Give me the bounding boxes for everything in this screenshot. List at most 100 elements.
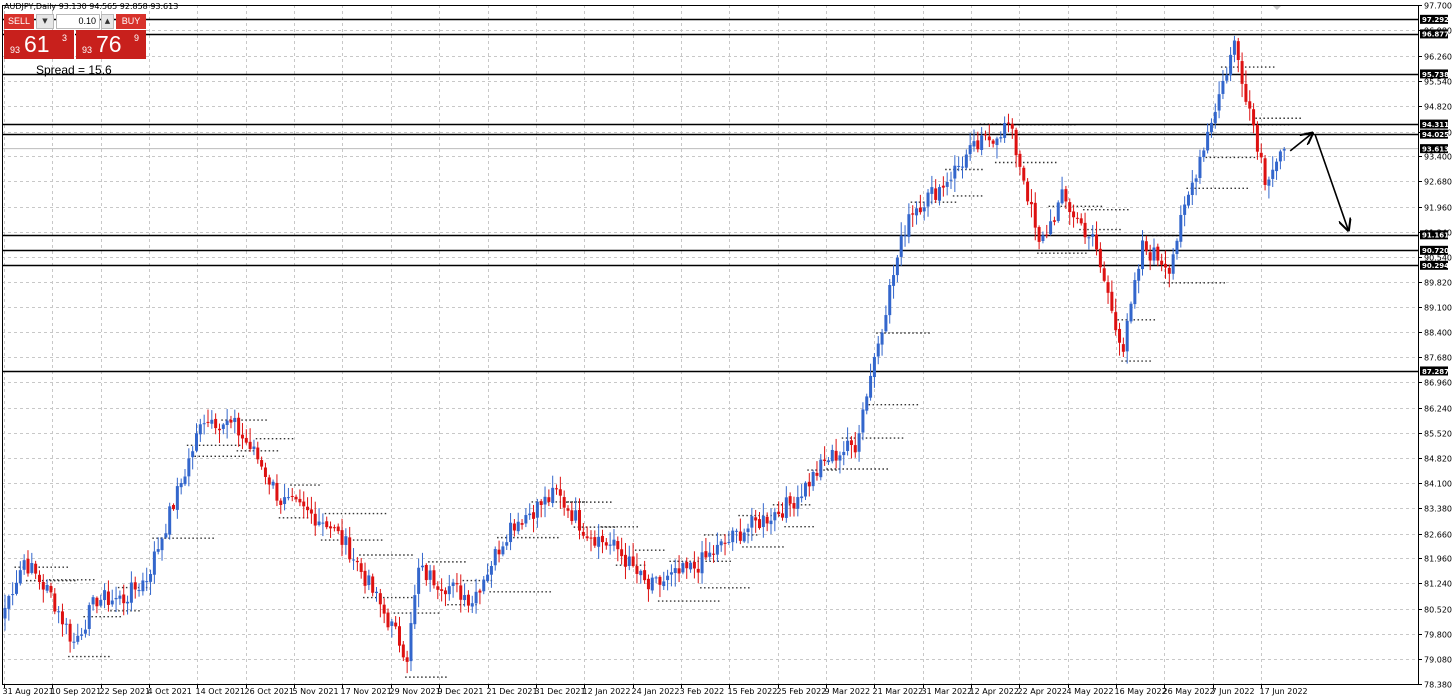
price-tag-label: 94.025: [1422, 131, 1449, 139]
time-tick-label: 17 Jun 2022: [1260, 687, 1308, 696]
candle-bull: [99, 600, 103, 606]
candle-bull: [895, 257, 899, 276]
sell-price-quote[interactable]: 93 61 3: [4, 30, 75, 59]
candle-bear: [1037, 227, 1041, 242]
time-tick-label: 9 Dec 2021: [438, 687, 484, 696]
candle-bear: [555, 488, 559, 490]
candle-bear: [987, 136, 991, 141]
candle-bull: [57, 611, 61, 613]
candle-bull: [72, 641, 76, 643]
candle-bear: [49, 585, 53, 593]
candle-bull: [1275, 161, 1279, 172]
time-tick-label: 12 Apr 2022: [970, 687, 1019, 696]
candle-bull: [735, 530, 739, 532]
candle-bear: [604, 542, 608, 546]
time-tick-label: 21 Mar 2022: [873, 687, 924, 696]
candle-bear: [558, 489, 562, 496]
candle-bull: [930, 187, 934, 194]
time-tick-label: 22 Apr 2022: [1018, 687, 1067, 696]
candle-bear: [401, 644, 405, 658]
candle-bull: [118, 595, 122, 599]
candle-bull: [145, 581, 149, 583]
candle-bear: [237, 417, 241, 436]
candle-bull: [524, 515, 528, 524]
candle-bull: [474, 591, 478, 604]
candle-bull: [168, 506, 172, 535]
candle-bear: [712, 553, 716, 555]
price-tag-label: 97.292: [1422, 16, 1449, 24]
candle-bear: [424, 564, 428, 581]
price-tag-label: 87.287: [1422, 368, 1449, 376]
candle-bear: [635, 566, 639, 574]
candle-bear: [976, 140, 980, 150]
candle-bull: [87, 605, 91, 629]
candle-bear: [918, 207, 922, 213]
candle-bull: [22, 560, 26, 570]
candle-bull: [470, 603, 474, 607]
candle-bull: [915, 208, 919, 216]
candle-bear: [386, 612, 390, 628]
candle-bear: [432, 570, 436, 586]
projection-arrow-up[interactable]: [1289, 133, 1312, 152]
candle-bear: [405, 657, 409, 662]
price-tick-label: 90.540: [1424, 254, 1452, 263]
candle-bear: [1018, 153, 1022, 167]
price-tick-label: 81.960: [1424, 555, 1452, 564]
price-tick-label: 82.660: [1424, 531, 1452, 540]
candle-bull: [83, 629, 87, 634]
projection-arrows[interactable]: [1289, 133, 1348, 230]
candle-bear: [616, 541, 620, 550]
time-tick-label: 25 Feb 2022: [777, 687, 827, 696]
sell-button[interactable]: SELL: [4, 14, 34, 29]
candle-bear: [1240, 61, 1244, 84]
chart-shift-icon[interactable]: [1273, 6, 1281, 10]
candle-bull: [486, 574, 490, 581]
time-tick-label: 4 May 2022: [1067, 687, 1114, 696]
candle-bull: [428, 570, 432, 580]
candle-bull: [938, 187, 942, 201]
candle-bear: [294, 496, 298, 500]
price-tag-label: 93.613: [1422, 145, 1449, 153]
candle-bull: [1267, 179, 1271, 186]
candle-bull: [746, 528, 750, 533]
candle-bull: [137, 590, 141, 592]
candle-bull: [286, 497, 290, 499]
candle-bear: [359, 563, 363, 572]
price-tick-label: 95.540: [1424, 78, 1452, 87]
candle-bull: [409, 623, 413, 662]
price-tag-label: 95.738: [1422, 71, 1449, 79]
candle-bull: [1213, 111, 1217, 124]
candle-bull: [493, 549, 497, 566]
candle-bear: [455, 583, 459, 585]
chevron-down-icon[interactable]: ▼: [36, 14, 54, 29]
candle-bear: [823, 459, 827, 462]
candle-bull: [995, 138, 999, 146]
price-tag-label: 90.294: [1422, 262, 1449, 270]
candle-bear: [623, 554, 627, 567]
candle-bear: [440, 589, 444, 591]
price-tick-label: 89.820: [1424, 279, 1452, 288]
buy-button[interactable]: BUY: [116, 14, 146, 29]
candle-bear: [382, 604, 386, 614]
candle-bull: [574, 510, 578, 521]
candle-bull: [45, 584, 49, 591]
candle-bull: [980, 135, 984, 150]
price-tag-box: [1420, 245, 1448, 255]
lot-size-input[interactable]: 0.10: [56, 14, 100, 29]
projection-arrow-down[interactable]: [1314, 134, 1348, 230]
candle-bear: [336, 526, 340, 532]
chevron-up-icon[interactable]: ▲: [101, 14, 114, 29]
candle-bull: [612, 539, 616, 546]
candle-bear: [1083, 222, 1087, 238]
candle-bear: [443, 590, 447, 595]
candle-bear: [1255, 125, 1259, 152]
candle-bull: [972, 141, 976, 147]
candle-bear: [1106, 282, 1110, 293]
candle-bull: [225, 420, 229, 426]
candle-bear: [497, 549, 501, 555]
buy-price-quote[interactable]: 93 76 9: [76, 30, 146, 59]
horizontal-levels[interactable]: [2, 18, 1418, 373]
